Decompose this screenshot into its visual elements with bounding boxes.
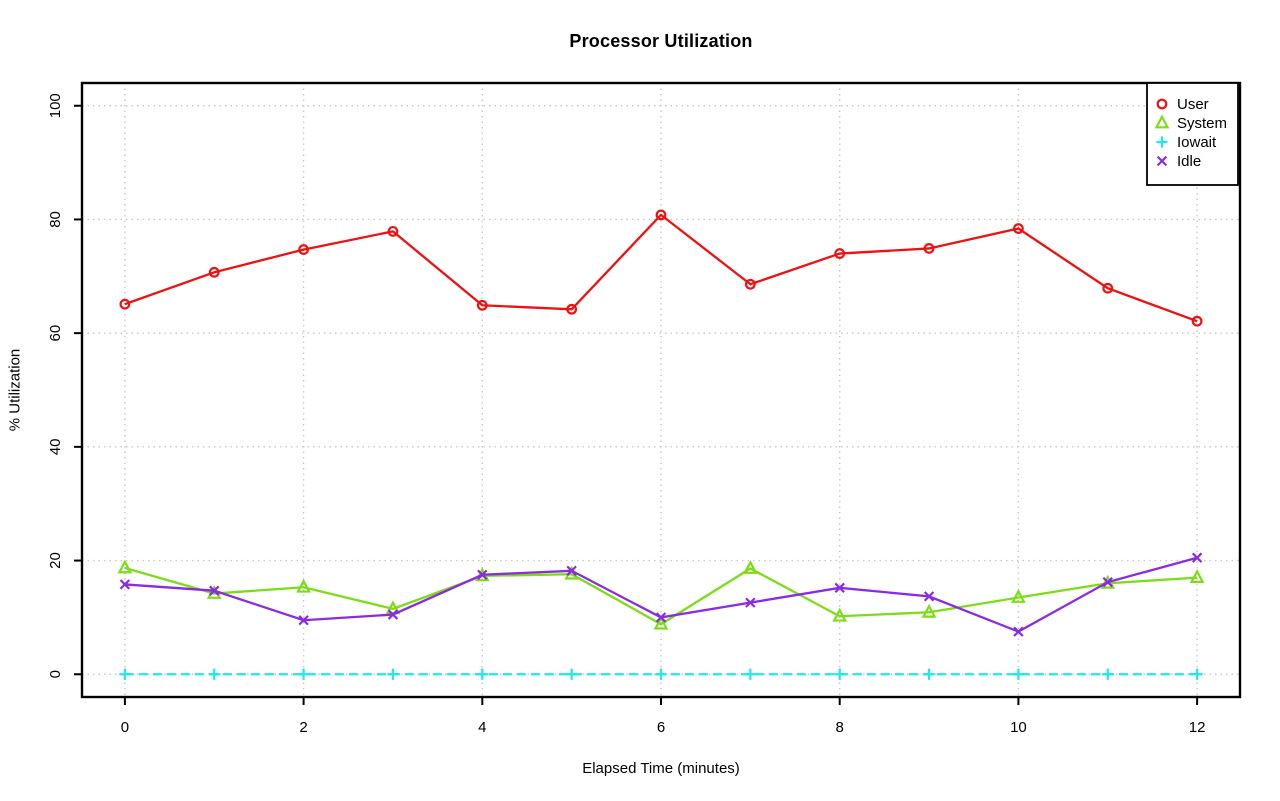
x-marker-icon (834, 582, 845, 594)
y-tick-label: 100 (47, 93, 64, 118)
plus-marker-icon (655, 668, 667, 680)
circle-marker-icon (923, 243, 935, 254)
x-tick-label: 6 (657, 719, 665, 736)
triangle-marker-icon (296, 578, 311, 593)
series-user-line (124, 213, 1198, 323)
circle-marker-icon (298, 244, 309, 255)
series-iowait (119, 668, 1203, 680)
triangle-marker-icon (117, 559, 133, 574)
y-tick-label: 20 (47, 552, 64, 569)
circle-marker-icon (655, 209, 667, 221)
chart-title: Processor Utilization (569, 31, 753, 51)
x-marker-icon (1156, 155, 1168, 167)
circle-marker-icon (387, 225, 399, 237)
y-axis: 0 20 40 60 80 100 (47, 93, 82, 678)
x-marker-icon (387, 609, 399, 620)
triangle-marker-icon (1011, 588, 1026, 603)
plus-marker-icon (297, 668, 310, 680)
circle-marker-icon (744, 278, 756, 290)
plus-marker-icon (387, 668, 399, 680)
x-marker-icon (209, 585, 220, 596)
circle-marker-icon (208, 266, 220, 278)
circle-marker-icon (566, 303, 578, 315)
circle-marker-icon (119, 298, 131, 310)
x-marker-icon (298, 615, 309, 626)
circle-marker-icon (834, 248, 846, 259)
plus-marker-icon (476, 668, 488, 680)
plus-marker-icon (119, 668, 131, 680)
x-tick-label: 2 (299, 719, 307, 736)
plus-marker-icon (1156, 136, 1168, 148)
legend: User System Iowait Idle (1146, 82, 1239, 186)
x-marker-icon (566, 565, 577, 576)
series-system-line (124, 566, 1198, 626)
x-tick-label: 0 (121, 719, 129, 736)
circle-marker-icon (1013, 223, 1024, 234)
triangle-marker-icon (1189, 569, 1205, 584)
x-tick-label: 8 (836, 719, 844, 736)
plus-marker-icon (834, 668, 846, 680)
series-user (119, 209, 1203, 327)
y-tick-label: 60 (47, 325, 64, 342)
legend-label-system: System (1177, 115, 1227, 132)
x-marker-icon (1191, 552, 1203, 563)
triangle-marker-icon (653, 615, 669, 630)
x-tick-label: 10 (1010, 719, 1027, 736)
plus-marker-icon (208, 668, 220, 680)
x-axis: 0 2 4 6 8 10 12 (121, 697, 1206, 736)
y-tick-label: 40 (47, 439, 64, 456)
y-tick-label: 80 (47, 211, 64, 228)
circle-marker-icon (1191, 315, 1203, 327)
legend-label-idle: Idle (1177, 153, 1201, 170)
triangle-marker-icon (1154, 114, 1170, 129)
x-marker-icon (655, 612, 667, 623)
y-tick-label: 0 (47, 670, 64, 678)
plus-marker-icon (744, 668, 756, 680)
circle-marker-icon (1102, 282, 1114, 294)
x-marker-icon (1102, 576, 1113, 588)
x-axis-title: Elapsed Time (minutes) (582, 760, 740, 777)
x-marker-icon (745, 597, 756, 608)
legend-label-iowait: Iowait (1177, 134, 1217, 151)
plus-marker-icon (1191, 668, 1203, 680)
x-marker-icon (923, 591, 935, 602)
x-marker-icon (119, 579, 131, 590)
circle-marker-icon (476, 299, 488, 311)
circle-marker-icon (1156, 98, 1168, 110)
x-marker-icon (477, 569, 488, 580)
plus-marker-icon (566, 668, 578, 680)
series-idle (119, 552, 1203, 637)
triangle-marker-icon (743, 559, 758, 574)
plus-marker-icon (1102, 668, 1114, 680)
triangle-marker-icon (832, 607, 848, 622)
triangle-marker-icon (921, 603, 937, 618)
plus-marker-icon (923, 668, 935, 680)
legend-label-user: User (1177, 96, 1209, 113)
plus-marker-icon (1012, 668, 1025, 680)
x-marker-icon (1013, 626, 1024, 637)
x-tick-label: 12 (1189, 719, 1206, 736)
series-system (117, 559, 1205, 630)
x-tick-label: 4 (478, 719, 486, 736)
